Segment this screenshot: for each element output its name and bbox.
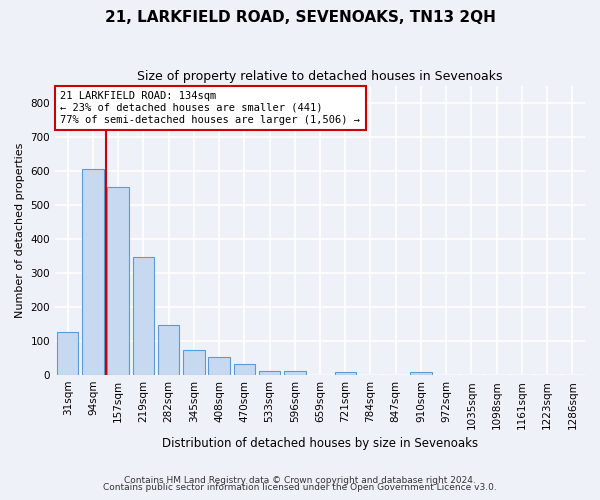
Bar xyxy=(107,186,129,375)
Bar xyxy=(233,364,255,375)
Text: 21, LARKFIELD ROAD, SEVENOAKS, TN13 2QH: 21, LARKFIELD ROAD, SEVENOAKS, TN13 2QH xyxy=(104,10,496,25)
Bar xyxy=(57,332,79,375)
Bar xyxy=(183,350,205,375)
Bar xyxy=(82,169,104,375)
Text: 21 LARKFIELD ROAD: 134sqm
← 23% of detached houses are smaller (441)
77% of semi: 21 LARKFIELD ROAD: 134sqm ← 23% of detac… xyxy=(61,92,361,124)
Bar xyxy=(335,372,356,375)
Bar xyxy=(410,372,431,375)
Bar xyxy=(284,370,305,375)
Bar xyxy=(133,256,154,375)
Title: Size of property relative to detached houses in Sevenoaks: Size of property relative to detached ho… xyxy=(137,70,503,83)
Y-axis label: Number of detached properties: Number of detached properties xyxy=(15,142,25,318)
X-axis label: Distribution of detached houses by size in Sevenoaks: Distribution of detached houses by size … xyxy=(162,437,478,450)
Bar xyxy=(158,325,179,375)
Bar xyxy=(208,357,230,375)
Bar xyxy=(259,370,280,375)
Text: Contains public sector information licensed under the Open Government Licence v3: Contains public sector information licen… xyxy=(103,484,497,492)
Text: Contains HM Land Registry data © Crown copyright and database right 2024.: Contains HM Land Registry data © Crown c… xyxy=(124,476,476,485)
